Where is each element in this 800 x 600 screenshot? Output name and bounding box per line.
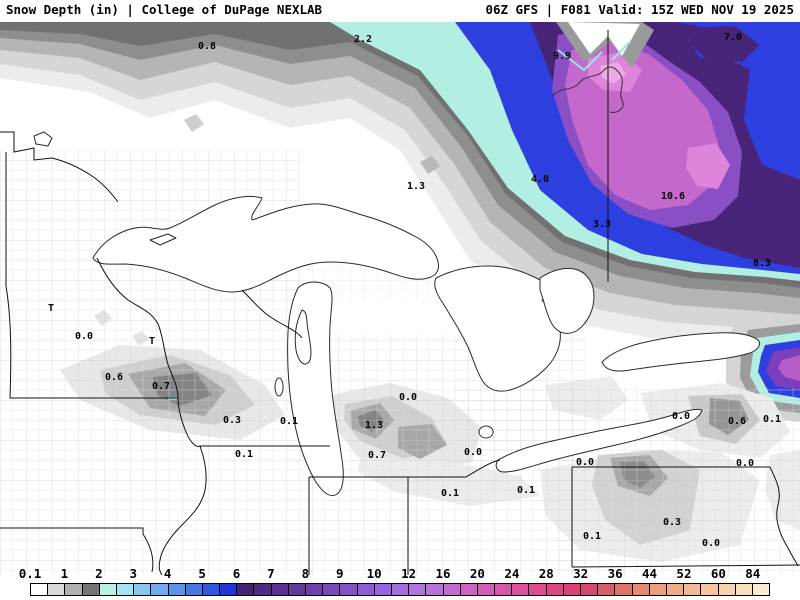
colorbar-cell [151,584,169,595]
colorbar-cell [202,584,221,595]
lake-erie-outline [495,408,703,473]
product-title: Snow Depth (in) | College of DuPage NEXL… [6,2,323,17]
colorbar-cell [718,584,736,595]
colorbar-tick-label: 8 [301,566,310,581]
lake-ontario-outline [601,332,761,372]
header-bar: Snow Depth (in) | College of DuPage NEXL… [6,2,794,17]
colorbar [30,583,770,596]
colorbar-cell [48,584,66,595]
colorbar-tick-label: 4 [163,566,172,581]
colorbar-cell [185,584,203,595]
colorbar-cell [581,584,599,595]
colorbar-cell [443,584,461,595]
colorbar-cell [116,584,135,595]
colorbar-cell [512,584,530,595]
colorbar-cell [82,584,100,595]
colorbar-cell [632,584,650,595]
colorbar-cell [391,584,410,595]
colorbar-cell [357,584,375,595]
colorbar-tick-label: 20 [469,566,485,581]
colorbar-tick-label: 12 [401,566,417,581]
colorbar-tick-label: 16 [435,566,451,581]
colorbar-cell [323,584,341,595]
colorbar-cell [409,584,427,595]
colorbar-tick-label: 6 [232,566,241,581]
colorbar-cell [220,584,238,595]
colorbar-cell [288,584,306,595]
colorbar-cell [426,584,444,595]
colorbar-cell [563,584,581,595]
colorbar-cell [752,584,770,595]
colorbar-cell [649,584,667,595]
colorbar-cell [254,584,272,595]
colorbar-cell [31,584,49,595]
colorbar-cell [374,584,392,595]
colorbar-tick-label: 32 [573,566,589,581]
lake-huron-outline [434,265,563,392]
colorbar-cell [340,584,358,595]
colorbar-cell [495,584,513,595]
colorbar-tick-label: 5 [198,566,206,581]
colorbar-cell [134,584,152,595]
colorbar-cell [168,584,186,595]
colorbar-cell [460,584,478,595]
colorbar-tick-label: 0.1 [18,566,42,581]
green-bay-outline [294,309,312,365]
colorbar-tick-label: 2 [95,566,103,581]
colorbar-tick-label: 9 [336,566,344,581]
colorbar-cell [546,584,564,595]
colorbar-tick-label: 84 [745,566,761,581]
colorbar-cell [271,584,289,595]
colorbar-cell [65,584,83,595]
lakes [33,131,761,497]
colorbar-tick-label: 24 [504,566,520,581]
georgian-bay-outline [539,267,595,334]
colorbar-cell [701,584,719,595]
lake-superior-outline [92,195,439,293]
colorbar-tick-label: 52 [676,566,692,581]
state-borders [0,30,800,576]
model-run-info: 06Z GFS | F081 Valid: 15Z WED NOV 19 202… [485,2,794,17]
colorbar-cell [99,584,117,595]
isle-royale-outline [149,233,177,246]
colorbar-cell [598,584,616,595]
colorbar-tick-label: 10 [366,566,382,581]
colorbar-cell [735,584,753,595]
colorbar-cell [666,584,685,595]
colorbar-tick-label: 1 [60,566,69,581]
colorbar-cell [306,584,324,595]
lake-winnebago-outline [274,377,284,397]
colorbar-cell [615,584,633,595]
colorbar-tick-label: 3 [129,566,138,581]
colorbar-tick-label: 60 [710,566,726,581]
colorbar-tick-label: 28 [538,566,554,581]
colorbar-cell [477,584,496,595]
lake-of-the-woods-outline [33,131,53,147]
colorbar-tick-label: 7 [267,566,275,581]
colorbar-cell [237,584,255,595]
colorbar-cell [684,584,702,595]
colorbar-tick-label: 44 [642,566,658,581]
colorbar-tick-label: 36 [607,566,623,581]
colorbar-cell [529,584,547,595]
lake-st-clair-outline [478,425,494,439]
